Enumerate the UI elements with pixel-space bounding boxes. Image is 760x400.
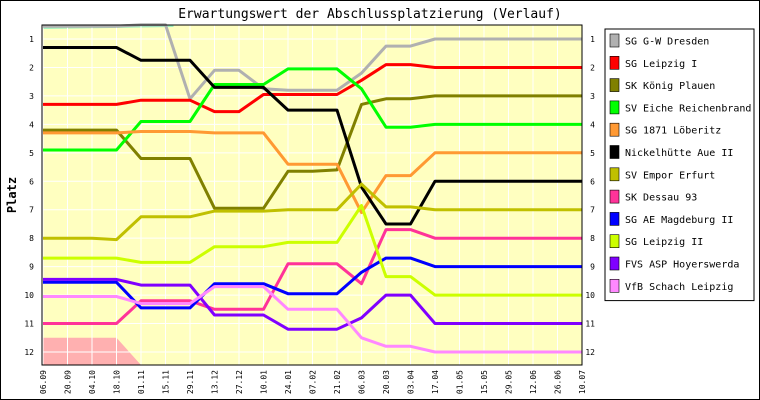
x-tick-label: 03.04: [407, 370, 416, 394]
legend-swatch: [609, 122, 620, 137]
legend-entry: SG Leipzig II: [625, 237, 703, 248]
series-line-6: [43, 46, 582, 226]
legend-swatch: [609, 256, 620, 271]
x-tick-label: 17.04: [431, 370, 440, 394]
y-tick-label: 8: [29, 234, 34, 243]
legend-entry: Nickelhütte Aue II: [625, 148, 733, 159]
legend-swatch: [609, 145, 620, 159]
y-tick-label: 1: [29, 35, 34, 44]
x-tick-label: 27.12: [235, 370, 244, 394]
x-tick-label: 01.11: [137, 370, 146, 394]
legend-swatch: [609, 55, 620, 70]
x-tick-label: 15.11: [162, 370, 171, 394]
series-line-7: [43, 182, 582, 242]
x-tick-label: 07.02: [309, 370, 318, 394]
legend-entry: SK König Plauen: [625, 81, 715, 92]
series-line-9: [43, 256, 582, 310]
legend-swatch: [609, 212, 620, 226]
legend-swatch: [609, 78, 620, 92]
y-tick-label: 3: [590, 92, 595, 101]
y-tick-label: 8: [590, 234, 595, 243]
x-tick-labels: 06.09 20.09 04.10 18.10 01.11 15.11 29.11 13.12…: [39, 370, 587, 394]
legend-entry: VfB Schach Leipzig: [625, 282, 733, 293]
y-tick-label: 4: [29, 120, 34, 129]
y-axis-label: Platz: [5, 177, 19, 213]
legend-box: [604, 28, 755, 302]
x-tick-label: 20.09: [64, 370, 73, 394]
legend-entry: SK Dessau 93: [625, 193, 697, 204]
legend-entry: SV Eiche Reichenbrand: [625, 103, 751, 114]
y-tick-label: 9: [590, 263, 595, 272]
x-tick-label: 20.03: [382, 370, 391, 394]
y-tick-label: 10: [24, 291, 34, 300]
x-tick-label: 18.10: [113, 370, 122, 394]
legend-entry: SV Empor Erfurt: [625, 170, 715, 181]
x-tick-label: 06.09: [39, 370, 48, 394]
y-tick-label: 12: [24, 348, 34, 357]
series-line-12: [43, 285, 582, 354]
x-tick-label: 24.01: [284, 370, 293, 394]
legend-entry: SG G-W Dresden: [625, 37, 709, 48]
x-tick-label: 04.10: [88, 370, 97, 394]
y-tick-label: 11: [585, 320, 595, 329]
legend-swatch: [609, 100, 620, 115]
x-tick-label: 15.05: [480, 370, 489, 394]
x-tick-label: 01.05: [456, 370, 465, 394]
x-tick-label: 10.01: [260, 370, 269, 394]
series-line-2: [43, 63, 582, 114]
x-tick-label: 21.02: [333, 370, 342, 394]
plot-border: [41, 24, 583, 366]
chart-title: Erwartungswert der Abschlussplatzierung …: [178, 7, 562, 22]
legend: SG G-W Dresden SG Leipzig I SK König Plaue…: [604, 28, 755, 302]
legend-entry: FVS ASP Hoyerswerda: [625, 260, 739, 271]
y-tick-label: 10: [585, 291, 595, 300]
x-tick-label: 10.07: [578, 370, 587, 394]
series-lines: [43, 23, 582, 354]
y-tick-label: 2: [590, 63, 595, 72]
legend-swatch: [609, 278, 620, 293]
legend-entry: SG 1871 Löberitz: [625, 126, 721, 137]
x-tick-label: 26.06: [554, 370, 563, 394]
y-tick-label: 2: [29, 63, 34, 72]
y-tick-label: 4: [590, 120, 595, 129]
legend-entry: SG Leipzig I: [625, 59, 697, 70]
y-tick-label: 12: [585, 348, 595, 357]
series-line-10: [43, 204, 582, 297]
y-tick-label: 6: [590, 177, 595, 186]
y-tick-label: 7: [590, 206, 595, 215]
legend-swatch: [609, 167, 620, 182]
x-tick-label: 06.03: [358, 370, 367, 394]
legend-swatch: [609, 33, 620, 48]
x-tick-label: 29.11: [186, 370, 195, 394]
x-tick-label: 12.06: [529, 370, 538, 394]
series-line-3: [43, 94, 582, 210]
series-line-5: [43, 130, 582, 215]
series-line-8: [43, 228, 582, 325]
y-tick-label: 3: [29, 92, 34, 101]
y-tick-label: 1: [590, 35, 595, 44]
x-tick-label: 13.12: [211, 370, 220, 394]
legend-swatch: [609, 234, 620, 248]
y-tick-label: 11: [24, 320, 34, 329]
legend-entry: SG AE Magdeburg II: [625, 215, 733, 226]
x-tick-label: 29.05: [505, 370, 514, 394]
series-line-11: [43, 277, 582, 331]
grid-lines: [42, 25, 583, 365]
y-tick-label: 9: [29, 263, 34, 272]
y-tick-label: 5: [29, 149, 34, 158]
y-tick-label: 5: [590, 149, 595, 158]
y-tick-label: 6: [29, 177, 34, 186]
y-tick-label: 7: [29, 206, 34, 215]
legend-swatch: [609, 189, 620, 204]
